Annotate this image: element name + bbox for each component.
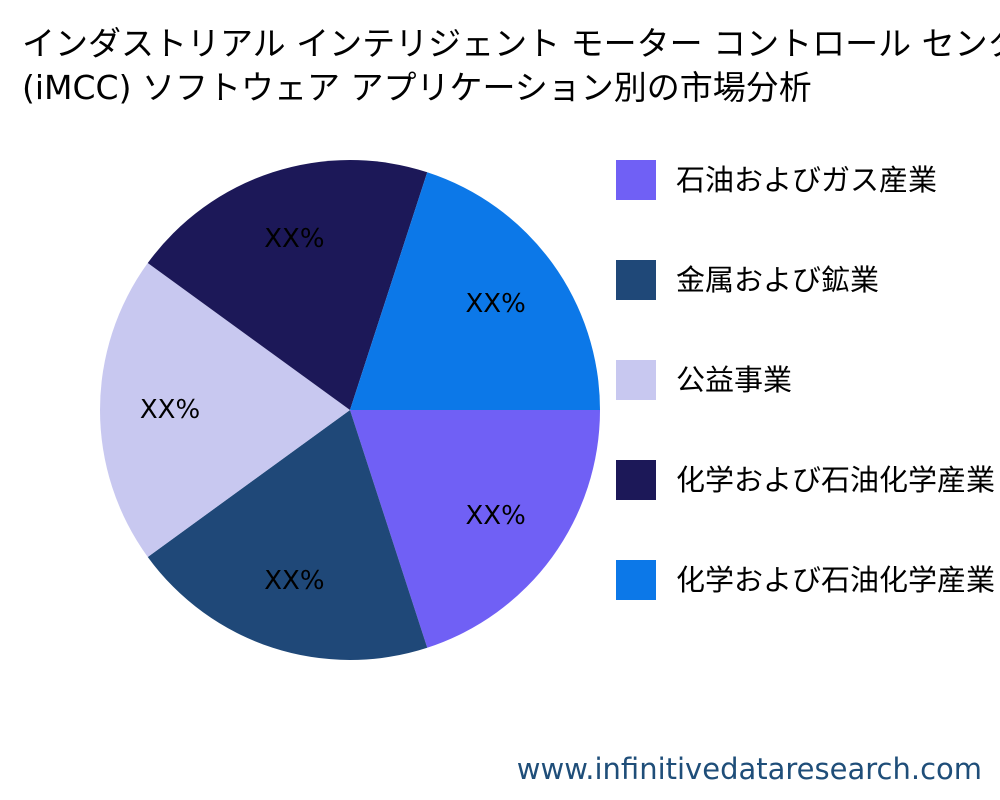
legend-item-5: 化学および石油化学産業 — [616, 560, 1000, 600]
pie-slice-3 — [100, 263, 350, 557]
legend-item-2: 金属および鉱業 — [616, 260, 1000, 300]
legend-swatch-3 — [616, 360, 656, 400]
chart-title-line-2: (iMCC) ソフトウェア アプリケーション別の市場分析 — [22, 68, 812, 107]
legend-item-1: 石油およびガス産業 — [616, 160, 1000, 200]
legend-label-1: 石油およびガス産業 — [676, 163, 938, 197]
legend-swatch-4 — [616, 460, 656, 500]
legend-swatch-2 — [616, 260, 656, 300]
legend-label-4: 化学および石油化学産業 — [676, 463, 996, 497]
chart-legend: 石油およびガス産業 金属および鉱業 公益事業化学および石油化学産業 化学および石油化学… — [616, 160, 1000, 660]
legend-label-2: 金属および鉱業 — [676, 263, 880, 297]
pie-slice-5 — [350, 172, 600, 410]
pie-slice-label-1: XX% — [465, 501, 525, 531]
pie-slice-1 — [350, 410, 600, 648]
legend-label-5: 化学および石油化学産業 — [676, 563, 996, 597]
pie-slice-4 — [147, 160, 428, 410]
pie-slice-label-3: XX% — [140, 395, 200, 425]
legend-item-4: 化学および石油化学産業 — [616, 460, 1000, 500]
pie-slice-label-5: XX% — [465, 289, 525, 319]
legend-swatch-1 — [616, 160, 656, 200]
pie-slice-2 — [147, 410, 428, 660]
legend-item-3: 公益事業 — [616, 360, 1000, 400]
chart-title: インダストリアル インテリジェント モーター コントロール センター (iMCC… — [22, 22, 1000, 110]
chart-title-line-1: インダストリアル インテリジェント モーター コントロール センター — [22, 24, 1000, 63]
pie-slice-label-4: XX% — [264, 224, 324, 254]
legend-swatch-5 — [616, 560, 656, 600]
legend-label-3: 公益事業 — [676, 363, 793, 397]
pie-slice-label-2: XX% — [264, 566, 324, 596]
watermark-text: www.infinitivedataresearch.com — [516, 752, 982, 786]
